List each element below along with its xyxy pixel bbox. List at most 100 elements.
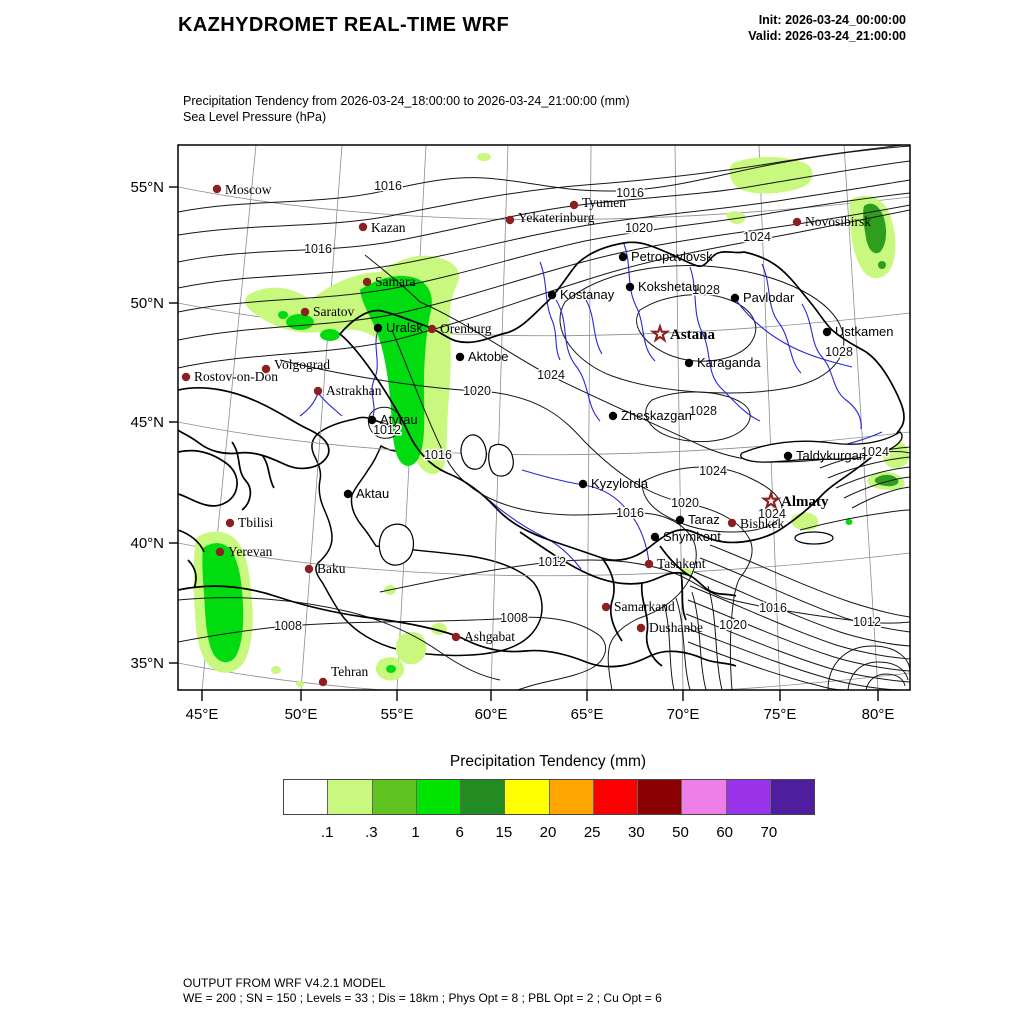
lat-tick-label: 50°N (130, 295, 164, 312)
city-aktau: Aktau (343, 486, 389, 501)
city-label: Ashgabat (464, 629, 515, 644)
city-dot-icon (792, 217, 802, 227)
city-dot-icon (636, 623, 646, 633)
city-samara: Samara (362, 274, 415, 289)
city-dot-icon (261, 364, 271, 374)
city-dot-icon (547, 290, 557, 300)
precipitation-shading (193, 153, 910, 687)
city-dot-icon (569, 200, 579, 210)
init-time: Init: 2026-03-24_00:00:00 (758, 13, 906, 27)
city-dot-icon (304, 564, 314, 574)
city-dot-icon (373, 323, 383, 333)
pressure-value-label: 1020 (719, 618, 747, 632)
city-label: Rostov-on-Don (194, 369, 278, 384)
city-label: Uralsk (386, 320, 423, 335)
city-dot-icon (730, 293, 740, 303)
city-zheskazgan: Zheskazgan (608, 408, 692, 423)
city-dot-icon (618, 252, 628, 262)
city-label: Yerevan (228, 544, 273, 559)
city-dot-icon (318, 677, 328, 687)
legend-threshold-label: .3 (365, 824, 378, 841)
city-dot-icon (181, 372, 191, 382)
city-label: Aktobe (468, 349, 508, 364)
city-baku: Baku (304, 561, 346, 576)
lon-tick-label: 55°E (381, 706, 414, 723)
city-dot-icon (215, 547, 225, 557)
city-dot-icon (601, 602, 611, 612)
city-almaty: Almaty (760, 490, 829, 510)
city-rostov-on-don: Rostov-on-Don (181, 369, 278, 384)
city-label: Kazan (371, 220, 406, 235)
legend-threshold-label: 25 (583, 824, 601, 841)
city-novosibirsk: Novosibirsk (792, 214, 871, 229)
city-label: Astrakhan (326, 383, 382, 398)
city-label: Saratov (313, 304, 354, 319)
city-label: Almaty (781, 494, 829, 510)
legend-threshold-label: 15 (495, 824, 513, 841)
lon-tick-label: 75°E (764, 706, 797, 723)
city-tbilisi: Tbilisi (225, 515, 274, 530)
pressure-value-label: 1024 (861, 445, 889, 459)
city-yekaterinburg: Yekaterinburg (505, 210, 595, 225)
pressure-value-label: 1016 (374, 179, 402, 193)
aral-sea-east (488, 443, 514, 477)
city-taldykurgan: Taldykurgan (783, 448, 866, 463)
city-saratov: Saratov (300, 304, 354, 319)
city-dot-icon (455, 352, 465, 362)
legend-color-bar (283, 779, 815, 815)
precip-field-label: Precipitation Tendency from 2026-03-24_1… (183, 94, 630, 108)
pressure-value-label: 1012 (373, 423, 401, 437)
legend-threshold-label: 70 (760, 824, 778, 841)
lat-tick-label: 35°N (130, 655, 164, 672)
city-dot-icon (362, 277, 372, 287)
city-label: Kyzylorda (591, 476, 649, 491)
pressure-value-label: 1016 (759, 601, 787, 615)
legend-threshold-label: 20 (539, 824, 557, 841)
city-label: Taraz (688, 512, 720, 527)
city-orenburg: Orenburg (427, 321, 492, 336)
city-taraz: Taraz (675, 512, 720, 527)
capital-star-icon (649, 323, 671, 343)
city-dot-icon (225, 518, 235, 528)
city-label: Zheskazgan (621, 408, 692, 423)
longitude-axis: 45°E 50°E 55°E 60°E 65°E 70°E 75°E 80°E (186, 690, 894, 723)
city-label: Kostanay (560, 287, 615, 302)
legend-color-box (682, 780, 727, 814)
lon-tick-label: 70°E (667, 706, 700, 723)
lake-issyk-kul (794, 531, 834, 545)
pressure-value-label: 1016 (424, 448, 452, 462)
lat-tick-label: 55°N (130, 179, 164, 196)
pressure-value-label: 1020 (671, 496, 699, 510)
city-label: Bishkek (740, 516, 785, 531)
legend-color-box (770, 780, 814, 814)
city-dot-icon (451, 632, 461, 642)
city-label: Tehran (331, 664, 369, 679)
pressure-value-label: 1024 (537, 368, 565, 382)
pressure-value-label: 1028 (689, 404, 717, 418)
city-label: Ustkamen (835, 324, 894, 339)
city-label: Karaganda (697, 355, 761, 370)
model-config-footer: OUTPUT FROM WRF V4.2.1 MODEL WE = 200 ; … (183, 976, 662, 1006)
legend-color-box (372, 780, 417, 814)
legend-color-box (416, 780, 461, 814)
city-astrakhan: Astrakhan (313, 383, 382, 398)
field-description: Precipitation Tendency from 2026-03-24_1… (183, 94, 630, 125)
city-moscow: Moscow (212, 182, 272, 197)
city-dot-icon (343, 489, 353, 499)
city-samarkand: Samarkand (601, 599, 675, 614)
city-kyzylorda: Kyzylorda (578, 476, 649, 491)
lon-tick-label: 60°E (475, 706, 508, 723)
city-label: Samara (375, 274, 415, 289)
pressure-value-label: 1028 (692, 283, 720, 297)
rivers-blue-lines (299, 243, 883, 570)
city-label: Dushanbe (649, 620, 703, 635)
city-yerevan: Yerevan (215, 544, 273, 559)
valid-time: Valid: 2026-03-24_21:00:00 (748, 29, 906, 43)
city-volgograd: Volgograd (261, 357, 330, 374)
city-label: Moscow (225, 182, 272, 197)
map-canvas: 1016 1016 1020 1024 1016 1028 1028 1024 1020 1028… (130, 144, 911, 723)
city-dot-icon (505, 215, 515, 225)
city-dot-icon (300, 307, 310, 317)
city-dot-icon (684, 358, 694, 368)
lon-tick-label: 65°E (571, 706, 604, 723)
